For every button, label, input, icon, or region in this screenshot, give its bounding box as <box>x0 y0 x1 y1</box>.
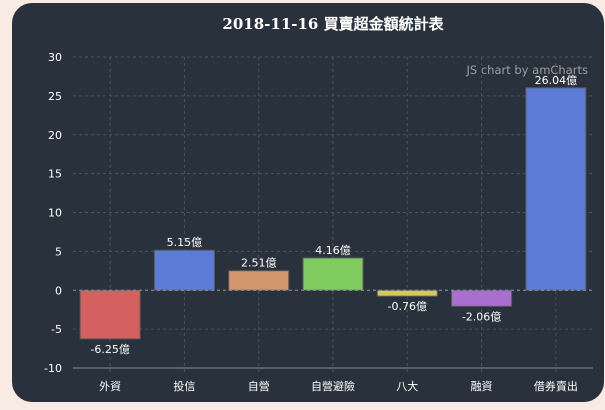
y-tick-label: -5 <box>51 323 62 336</box>
chart-title: 2018-11-16 買賣超金額統計表 <box>222 15 444 33</box>
bar <box>302 257 364 291</box>
data-label: -6.25億 <box>90 343 129 356</box>
y-tick-label: 25 <box>48 90 62 103</box>
x-tick-label: 外資 <box>99 380 121 393</box>
y-tick-label: 0 <box>55 284 62 297</box>
x-tick-label: 融資 <box>471 380 493 393</box>
x-tick-label: 八大 <box>396 379 418 393</box>
x-tick-label: 借券賣出 <box>534 379 578 393</box>
data-label: 4.16億 <box>315 244 351 257</box>
data-label: 5.15億 <box>167 236 203 249</box>
y-tick-label: 30 <box>48 51 62 64</box>
amcharts-credit-link[interactable]: JS chart by amCharts <box>465 63 588 77</box>
data-label: 2.51億 <box>241 257 277 270</box>
x-tick-label: 自營 <box>248 380 270 393</box>
bar <box>525 87 587 291</box>
y-tick-label: -10 <box>44 362 62 375</box>
bar <box>451 289 513 307</box>
bar <box>228 270 290 291</box>
bar <box>79 289 141 340</box>
y-tick-label: 20 <box>48 129 62 142</box>
bar <box>376 289 438 297</box>
bar <box>153 249 215 291</box>
data-label: -2.06億 <box>462 310 501 323</box>
data-label: -0.76億 <box>388 300 427 313</box>
data-label: 26.04億 <box>535 74 578 87</box>
x-tick-label: 自營避險 <box>311 379 355 393</box>
y-tick-label: 15 <box>48 168 62 181</box>
y-tick-label: 10 <box>48 207 62 220</box>
y-tick-label: 5 <box>55 245 62 258</box>
x-tick-label: 投信 <box>173 379 195 393</box>
